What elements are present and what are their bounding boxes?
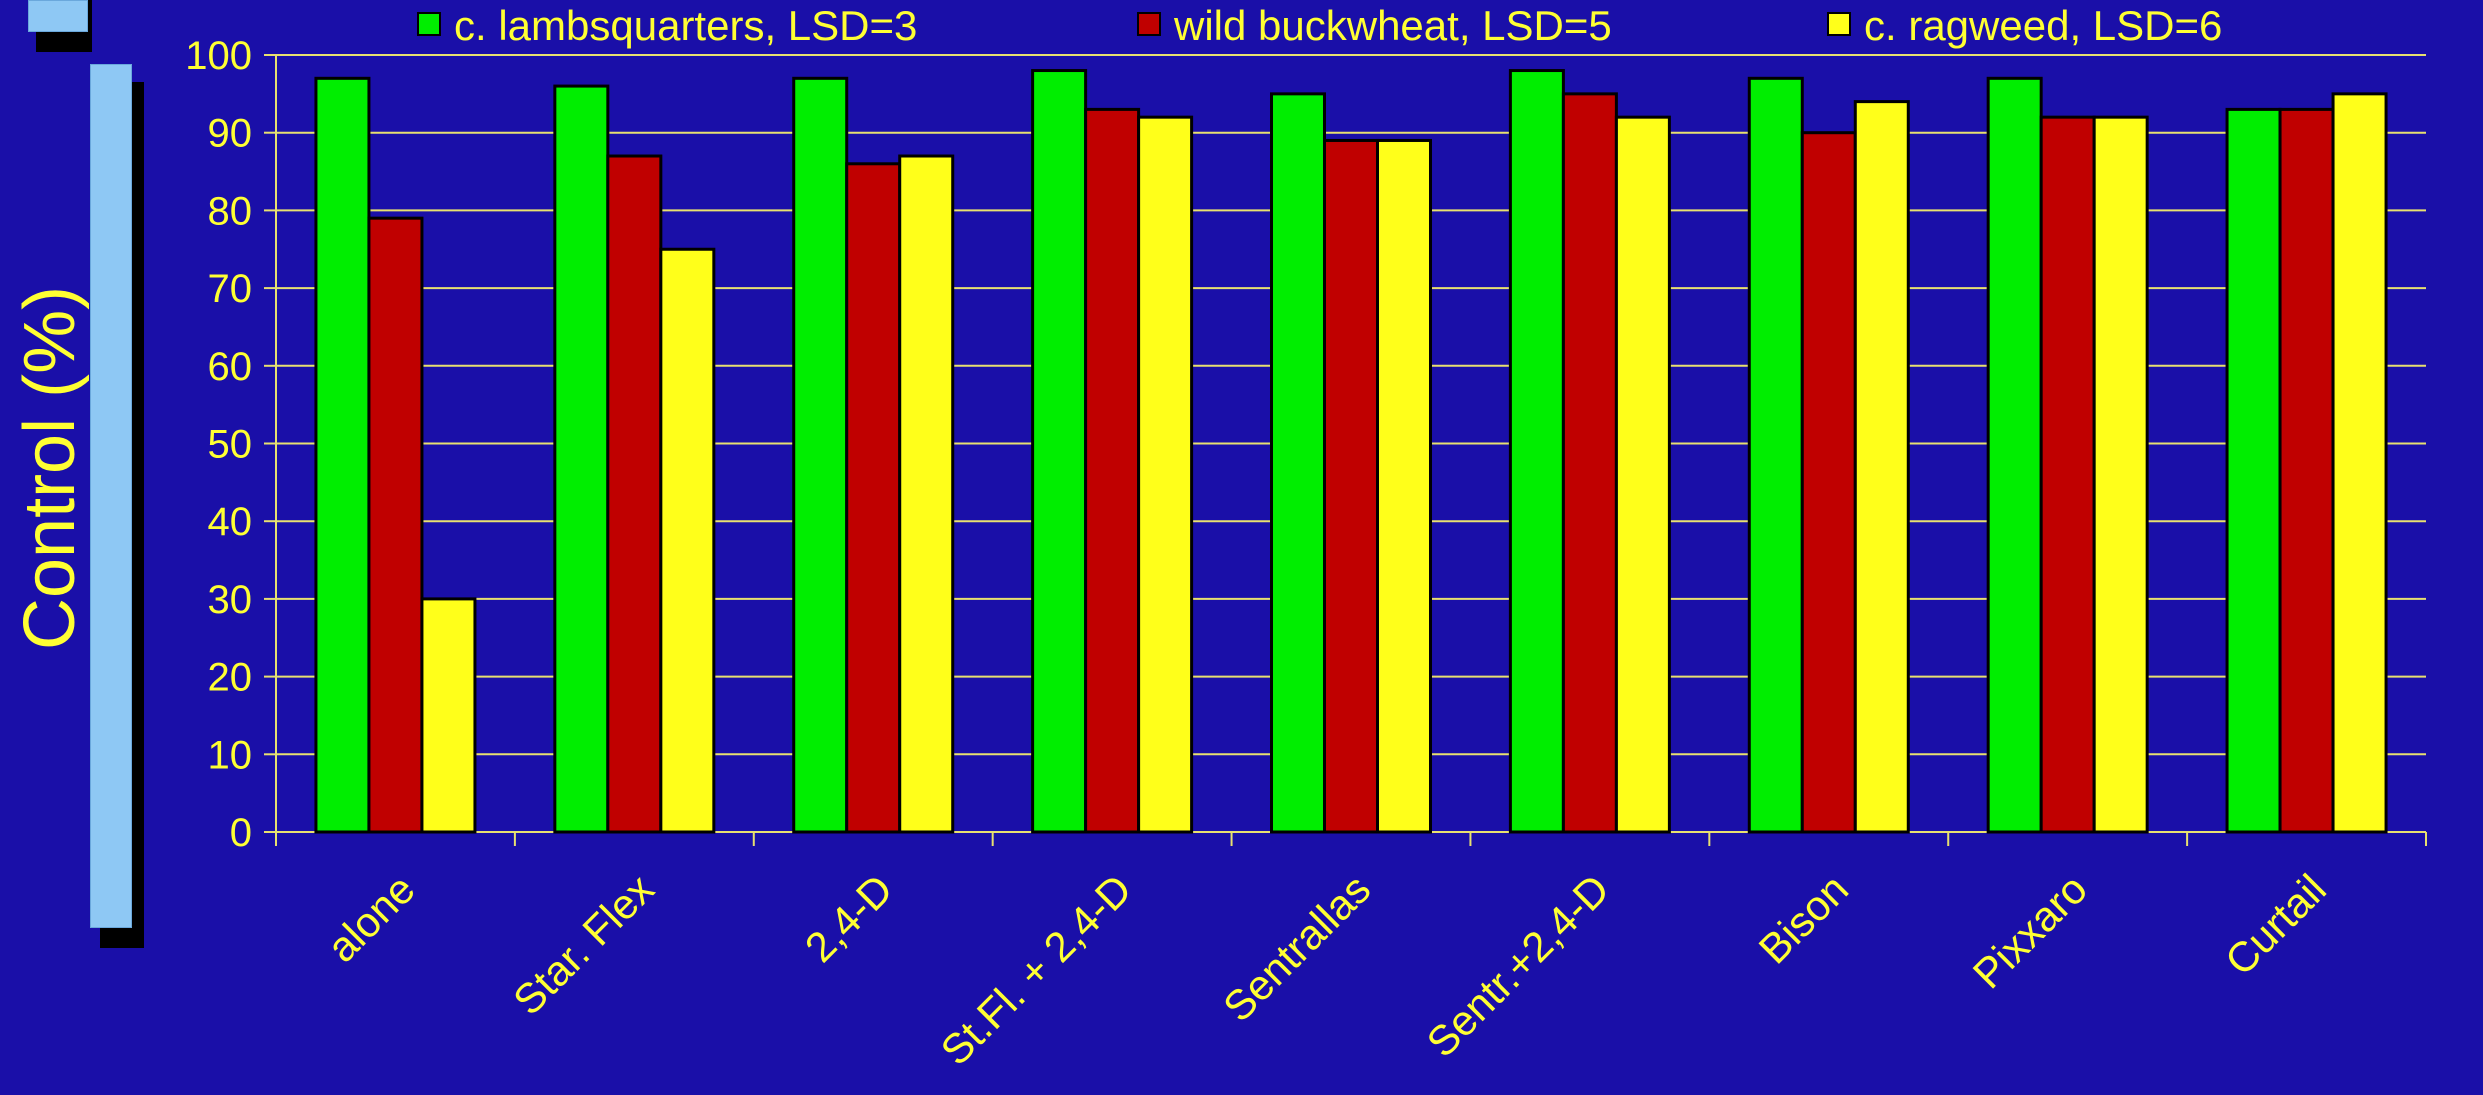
bar	[367, 216, 424, 834]
bar	[1031, 69, 1088, 834]
bar	[1747, 76, 1804, 834]
y-tick-label: 10	[208, 733, 253, 777]
y-tick-label: 70	[208, 267, 253, 311]
y-tick-label: 50	[208, 423, 253, 467]
y-tick-label: 60	[208, 345, 253, 389]
bar	[2039, 115, 2096, 834]
bar	[1508, 69, 1565, 834]
y-tick-label: 0	[230, 811, 252, 855]
y-tick-label: 80	[208, 189, 253, 233]
bar	[1853, 100, 1910, 834]
legend-label: c. ragweed, LSD=6	[1864, 2, 2222, 49]
bar	[606, 154, 663, 834]
legend-label: wild buckwheat, LSD=5	[1173, 2, 1612, 49]
bar	[1561, 92, 1618, 834]
y-tick-label: 100	[185, 34, 252, 78]
bar	[1614, 115, 1671, 834]
bar	[553, 84, 610, 834]
bar	[1323, 138, 1379, 834]
bar	[314, 76, 371, 834]
x-tick-label: Curtail	[2216, 865, 2335, 984]
bar	[1800, 131, 1857, 834]
bar	[845, 162, 902, 834]
x-tick-label: St.Fl. + 2,4-D	[931, 865, 1140, 1074]
legend-label: c. lambsquarters, LSD=3	[454, 2, 917, 49]
legend-swatch	[1137, 12, 1161, 36]
y-tick-label: 90	[208, 112, 253, 156]
bar	[2092, 115, 2149, 834]
bar	[1270, 92, 1326, 834]
decor-top-block	[28, 0, 88, 32]
x-tick-label: Pixxaro	[1964, 865, 2096, 997]
bar	[1986, 76, 2043, 834]
y-tick-label: 40	[208, 500, 253, 544]
bar	[2278, 107, 2335, 834]
legend-swatch	[1827, 12, 1851, 36]
bar	[2225, 107, 2282, 834]
bar	[2331, 92, 2388, 834]
x-tick-label: Sentrallas	[1214, 865, 1379, 1030]
legend-swatch	[417, 12, 441, 36]
x-tick-label: Bison	[1750, 865, 1858, 973]
bar	[1376, 138, 1432, 834]
y-tick-label: 20	[208, 656, 253, 700]
bar	[1084, 107, 1141, 834]
decor-vertical-bar	[90, 64, 132, 928]
y-tick-label: 30	[208, 578, 253, 622]
bar	[1137, 115, 1194, 834]
x-tick-label: Sentr.+2,4-D	[1417, 865, 1618, 1066]
x-tick-label: Star. Flex	[504, 865, 663, 1024]
bar	[792, 76, 849, 834]
bar	[420, 597, 477, 834]
bar	[898, 154, 955, 834]
x-tick-label: 2,4-D	[796, 865, 902, 971]
x-tick-label: alone	[318, 865, 424, 971]
bar	[659, 247, 716, 834]
